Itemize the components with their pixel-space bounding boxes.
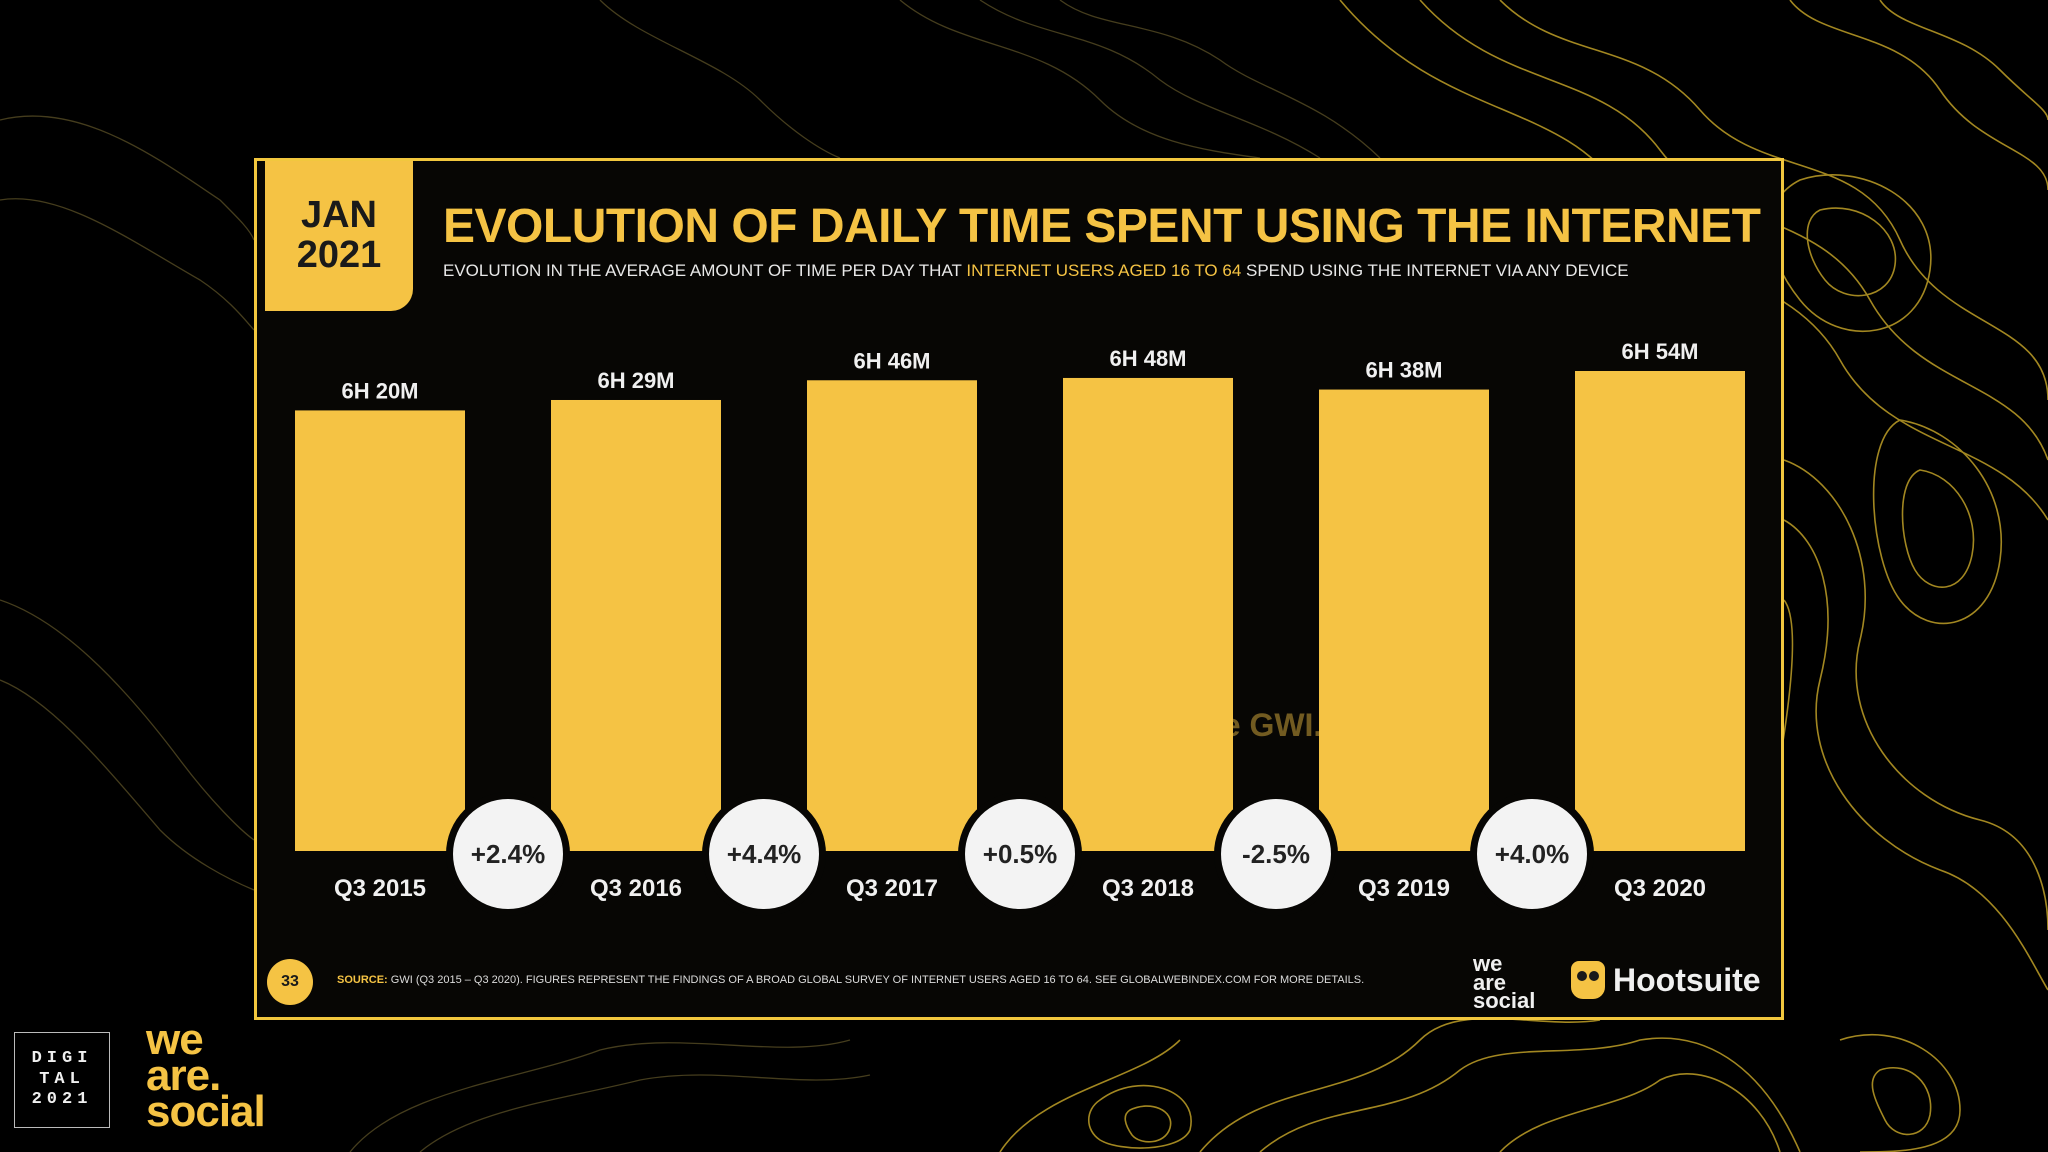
change-label-3: +0.5% [983, 839, 1057, 869]
brand-we: we [1473, 951, 1503, 976]
change-label-2: +4.4% [727, 839, 801, 869]
chart-subtitle: EVOLUTION IN THE AVERAGE AMOUNT OF TIME … [443, 261, 1629, 281]
bar-value-label-4: 6H 48M [1109, 346, 1186, 371]
category-label-1: Q3 2015 [334, 875, 426, 902]
bar-6 [1575, 371, 1745, 851]
bar-4 [1063, 377, 1233, 851]
change-label-5: +4.0% [1495, 839, 1569, 869]
owl-icon [1571, 961, 1605, 999]
subtitle-post: SPEND USING THE INTERNET VIA ANY DEVICE [1241, 261, 1629, 280]
bar-chart: 6H 20M Q3 2015 6H 29M Q3 2016 6H 46M Q3 2017 6… [295, 339, 1745, 916]
corner-we: we [146, 1015, 204, 1064]
bar-value-label-2: 6H 29M [597, 368, 674, 393]
change-circle-5 [1477, 799, 1587, 909]
bar-value-label-5: 6H 38M [1365, 358, 1442, 383]
change-circle-3 [965, 799, 1075, 909]
subtitle-highlight: INTERNET USERS AGED 16 TO 64 [966, 261, 1242, 280]
we-are-social-logo: we are. social [146, 1015, 266, 1137]
digital-line1: DIGI [31, 1049, 93, 1069]
bar-5 [1319, 389, 1489, 851]
category-label-3: Q3 2017 [846, 875, 938, 902]
category-label-4: Q3 2018 [1102, 875, 1194, 902]
brand-are: are [1473, 969, 1507, 995]
bar-value-label-6: 6H 54M [1621, 339, 1698, 364]
page-number: 33 [267, 959, 313, 1005]
bar-3 [807, 380, 977, 851]
chart-slide: JAN 2021 EVOLUTION OF DAILY TIME SPENT U… [254, 158, 1784, 1020]
bar-value-label-1: 6H 20M [341, 378, 418, 403]
digital-2021-logo: DIGI TAL 2021 [14, 1032, 110, 1128]
category-label-6: Q3 2020 [1614, 875, 1706, 902]
category-label-2: Q3 2016 [590, 875, 682, 902]
we-are-social-logo-small: we are social [1473, 951, 1536, 1014]
change-label-4: -2.5% [1242, 839, 1310, 869]
date-badge: JAN 2021 [265, 161, 413, 311]
change-circle-4 [1221, 799, 1331, 909]
change-circle-1 [453, 799, 563, 909]
corner-are: are. [146, 1051, 221, 1101]
source-text: GWI (Q3 2015 – Q3 2020). FIGURES REPRESE… [387, 974, 1365, 986]
bar-2 [551, 399, 721, 851]
brand-social: social [1473, 988, 1536, 1014]
change-label-1: +2.4% [471, 839, 545, 869]
category-label-5: Q3 2019 [1358, 875, 1450, 902]
change-circle-2 [709, 799, 819, 909]
corner-social: social [146, 1087, 266, 1137]
digital-line3: 2021 [31, 1090, 93, 1110]
source-note: SOURCE: GWI (Q3 2015 – Q3 2020). FIGURES… [337, 974, 1364, 986]
source-label: SOURCE: [337, 974, 388, 986]
bar-value-label-3: 6H 46M [853, 348, 930, 373]
date-year: 2021 [296, 234, 382, 276]
digital-line2: TAL [39, 1069, 85, 1089]
hootsuite-logo: Hootsuite [1571, 961, 1761, 999]
date-month: JAN [300, 194, 378, 237]
subtitle-pre: EVOLUTION IN THE AVERAGE AMOUNT OF TIME … [443, 261, 967, 280]
chart-title: EVOLUTION OF DAILY TIME SPENT USING THE … [443, 200, 1761, 253]
bar-1 [295, 410, 465, 851]
hootsuite-text: Hootsuite [1613, 961, 1761, 998]
